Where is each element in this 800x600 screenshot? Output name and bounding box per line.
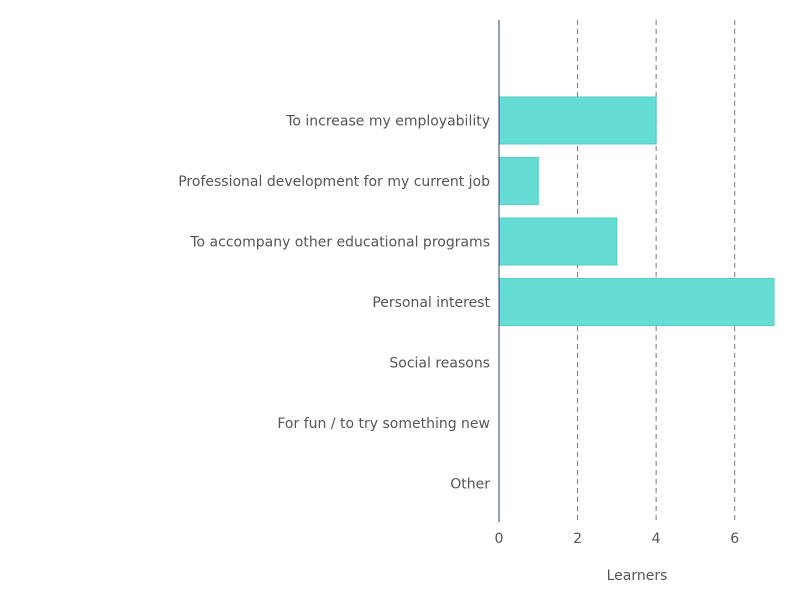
bars	[498, 96, 775, 326]
bar-2	[498, 157, 539, 205]
x-tick-label-2: 2	[573, 531, 582, 547]
grid-lines	[577, 20, 736, 522]
x-axis-title: Learners	[607, 568, 668, 584]
category-labels: To increase my employability Professional…	[178, 114, 490, 493]
category-label-1: To increase my employability	[285, 114, 490, 130]
category-label-4: Personal interest	[372, 295, 490, 311]
bar-3	[498, 217, 618, 266]
category-label-3: To accompany other educational programs	[189, 235, 490, 251]
x-tick-label-6: 6	[730, 531, 739, 547]
category-label-5: Social reasons	[389, 356, 490, 372]
x-tick-label-0: 0	[495, 531, 504, 547]
bar-4	[498, 278, 775, 326]
bar-1	[498, 96, 657, 145]
category-label-7: Other	[450, 477, 490, 493]
category-label-2: Professional development for my current …	[178, 174, 490, 190]
x-tick-labels: 0 2 4 6	[495, 531, 740, 547]
category-label-6: For fun / to try something new	[277, 416, 490, 432]
x-tick-label-4: 4	[652, 531, 661, 547]
